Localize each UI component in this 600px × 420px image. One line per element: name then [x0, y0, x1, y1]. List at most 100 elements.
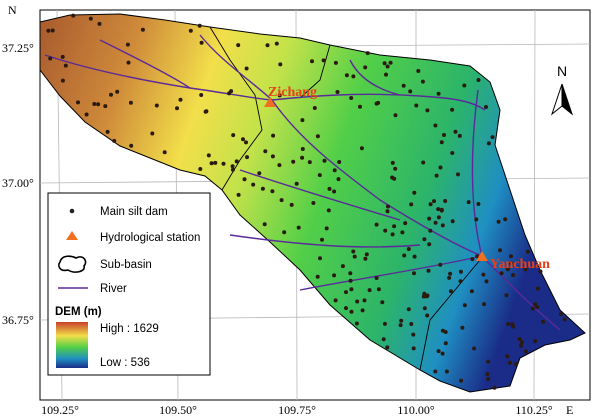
- silt-dam: [265, 43, 270, 48]
- silt-dam: [436, 91, 441, 96]
- silt-dam: [519, 343, 523, 348]
- silt-dam: [354, 321, 359, 326]
- silt-dam: [443, 341, 448, 346]
- silt-dam: [499, 271, 504, 276]
- silt-dam: [128, 100, 133, 105]
- silt-dam: [103, 104, 108, 109]
- silt-dam: [538, 269, 543, 274]
- silt-dam: [425, 313, 430, 318]
- silt-dam: [424, 294, 429, 299]
- silt-dam: [60, 54, 65, 59]
- station-marker: [476, 251, 488, 261]
- silt-dam: [535, 286, 540, 291]
- silt-dam: [140, 27, 145, 32]
- silt-dam: [436, 349, 441, 354]
- silt-dam: [109, 92, 113, 97]
- silt-dam: [408, 89, 413, 94]
- silt-dam: [426, 268, 431, 273]
- silt-dam: [282, 230, 287, 235]
- dem-low: Low : 536: [100, 357, 150, 369]
- silt-dam: [484, 105, 488, 109]
- silt-dam: [442, 133, 446, 137]
- silt-dam: [403, 221, 408, 226]
- lon-tick: 110.25°: [515, 403, 553, 417]
- silt-dam: [416, 69, 421, 73]
- silt-dam: [406, 247, 411, 251]
- dem-high: High : 1629: [100, 323, 159, 335]
- silt-dam: [427, 216, 432, 221]
- silt-dam: [409, 202, 414, 207]
- silt-dam: [433, 369, 438, 374]
- dem-title: DEM (m): [55, 306, 102, 318]
- silt-dam: [411, 346, 416, 351]
- silt-dam: [326, 208, 331, 213]
- lat-tick: 37.25°: [2, 41, 34, 55]
- silt-dam: [126, 60, 131, 65]
- silt-dam: [236, 192, 241, 197]
- silt-dam: [511, 273, 516, 278]
- silt-dam: [428, 202, 433, 207]
- silt-dam: [530, 306, 535, 311]
- silt-dam: [509, 254, 513, 259]
- silt-dam: [105, 129, 110, 134]
- silt-dam: [150, 131, 155, 136]
- silt-dam: [257, 171, 262, 176]
- silt-dam: [348, 271, 353, 276]
- silt-dam: [450, 107, 455, 112]
- silt-dam: [227, 91, 232, 96]
- silt-dam: [472, 346, 477, 351]
- silt-dam: [432, 199, 436, 204]
- silt-dam: [363, 65, 368, 70]
- silt-dam: [481, 272, 486, 277]
- silt-dam: [363, 256, 368, 261]
- station-label: Yanchuan: [490, 257, 550, 272]
- silt-dam: [300, 155, 305, 160]
- silt-dam: [245, 155, 249, 160]
- silt-dam: [457, 133, 462, 138]
- silt-dam: [496, 219, 501, 224]
- silt-dam: [234, 159, 239, 164]
- silt-dam: [279, 198, 284, 203]
- silt-dam: [476, 202, 481, 206]
- silt-dam: [318, 256, 322, 261]
- silt-dam: [374, 276, 379, 280]
- silt-dam: [213, 160, 218, 165]
- dem-bar: [56, 322, 88, 368]
- silt-dam: [320, 237, 324, 242]
- silt-dam: [384, 72, 388, 77]
- silt-dam: [385, 64, 390, 69]
- lat-axis-label: N: [8, 3, 17, 17]
- silt-dam: [337, 160, 342, 164]
- legend-sub-basin: [58, 255, 87, 273]
- silt-dam: [390, 160, 395, 165]
- lon-tick: 109.50°: [159, 403, 197, 417]
- silt-dam: [458, 279, 463, 284]
- silt-dam: [523, 349, 528, 354]
- silt-dam: [367, 288, 372, 293]
- silt-dam: [492, 385, 497, 390]
- silt-dam: [440, 351, 445, 356]
- legend-item: Hydrological station: [100, 232, 200, 244]
- silt-dam: [422, 237, 427, 242]
- silt-dam: [425, 108, 430, 113]
- silt-dam: [321, 58, 326, 63]
- legend-item: Main silt dam: [100, 206, 168, 218]
- silt-dam: [262, 222, 267, 227]
- silt-dam: [310, 59, 314, 64]
- silt-dam: [251, 182, 256, 187]
- silt-dam: [450, 219, 455, 224]
- silt-dam: [291, 159, 296, 164]
- silt-dam: [439, 207, 444, 212]
- lat-tick: 37.00°: [2, 176, 34, 190]
- silt-dam: [349, 309, 354, 314]
- silt-dam: [469, 289, 474, 294]
- silt-dam: [88, 16, 93, 21]
- silt-dam: [475, 254, 480, 259]
- silt-dam: [198, 167, 203, 171]
- silt-dam: [274, 41, 279, 46]
- silt-dam: [412, 190, 417, 195]
- silt-dam: [349, 287, 354, 292]
- silt-dam: [434, 173, 439, 178]
- silt-dam: [401, 83, 406, 88]
